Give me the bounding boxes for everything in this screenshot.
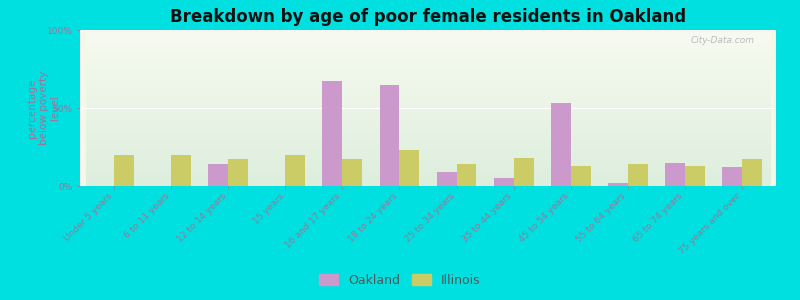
- Bar: [114, 155, 134, 186]
- Bar: [379, 85, 399, 186]
- Bar: [342, 160, 362, 186]
- Bar: [228, 160, 248, 186]
- Bar: [685, 166, 705, 186]
- Bar: [437, 172, 457, 186]
- Bar: [208, 164, 228, 186]
- Bar: [550, 103, 570, 186]
- Bar: [514, 158, 534, 186]
- Bar: [494, 178, 514, 186]
- Legend: Oakland, Illinois: Oakland, Illinois: [315, 270, 485, 291]
- Bar: [742, 160, 762, 186]
- Bar: [608, 183, 628, 186]
- Bar: [286, 155, 306, 186]
- Bar: [457, 164, 477, 186]
- Bar: [665, 163, 685, 186]
- Y-axis label: percentage
below poverty
level: percentage below poverty level: [27, 71, 60, 145]
- Bar: [322, 82, 342, 186]
- Bar: [171, 155, 191, 186]
- Bar: [628, 164, 648, 186]
- Bar: [399, 150, 419, 186]
- Bar: [570, 166, 590, 186]
- Title: Breakdown by age of poor female residents in Oakland: Breakdown by age of poor female resident…: [170, 8, 686, 26]
- Text: City-Data.com: City-Data.com: [691, 36, 755, 45]
- Bar: [722, 167, 742, 186]
